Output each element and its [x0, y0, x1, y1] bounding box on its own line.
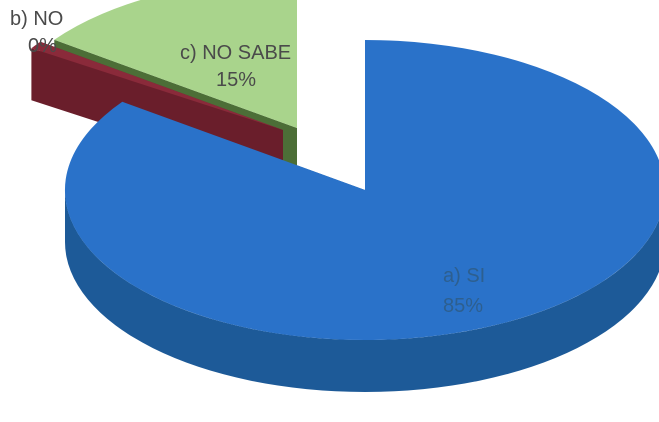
pie-slice-nosabe [54, 0, 297, 128]
label-si-category: a) SI [443, 265, 485, 287]
pie-slice-si [64, 40, 659, 340]
label-nosabe-category: c) NO SABE [180, 42, 291, 64]
label-nosabe-value: 15% [216, 69, 256, 91]
label-no-value: 0% [28, 35, 57, 57]
pie-slice-no [31, 41, 284, 130]
label-no-category: b) NO [10, 8, 63, 30]
label-si-value: 85% [443, 295, 483, 317]
